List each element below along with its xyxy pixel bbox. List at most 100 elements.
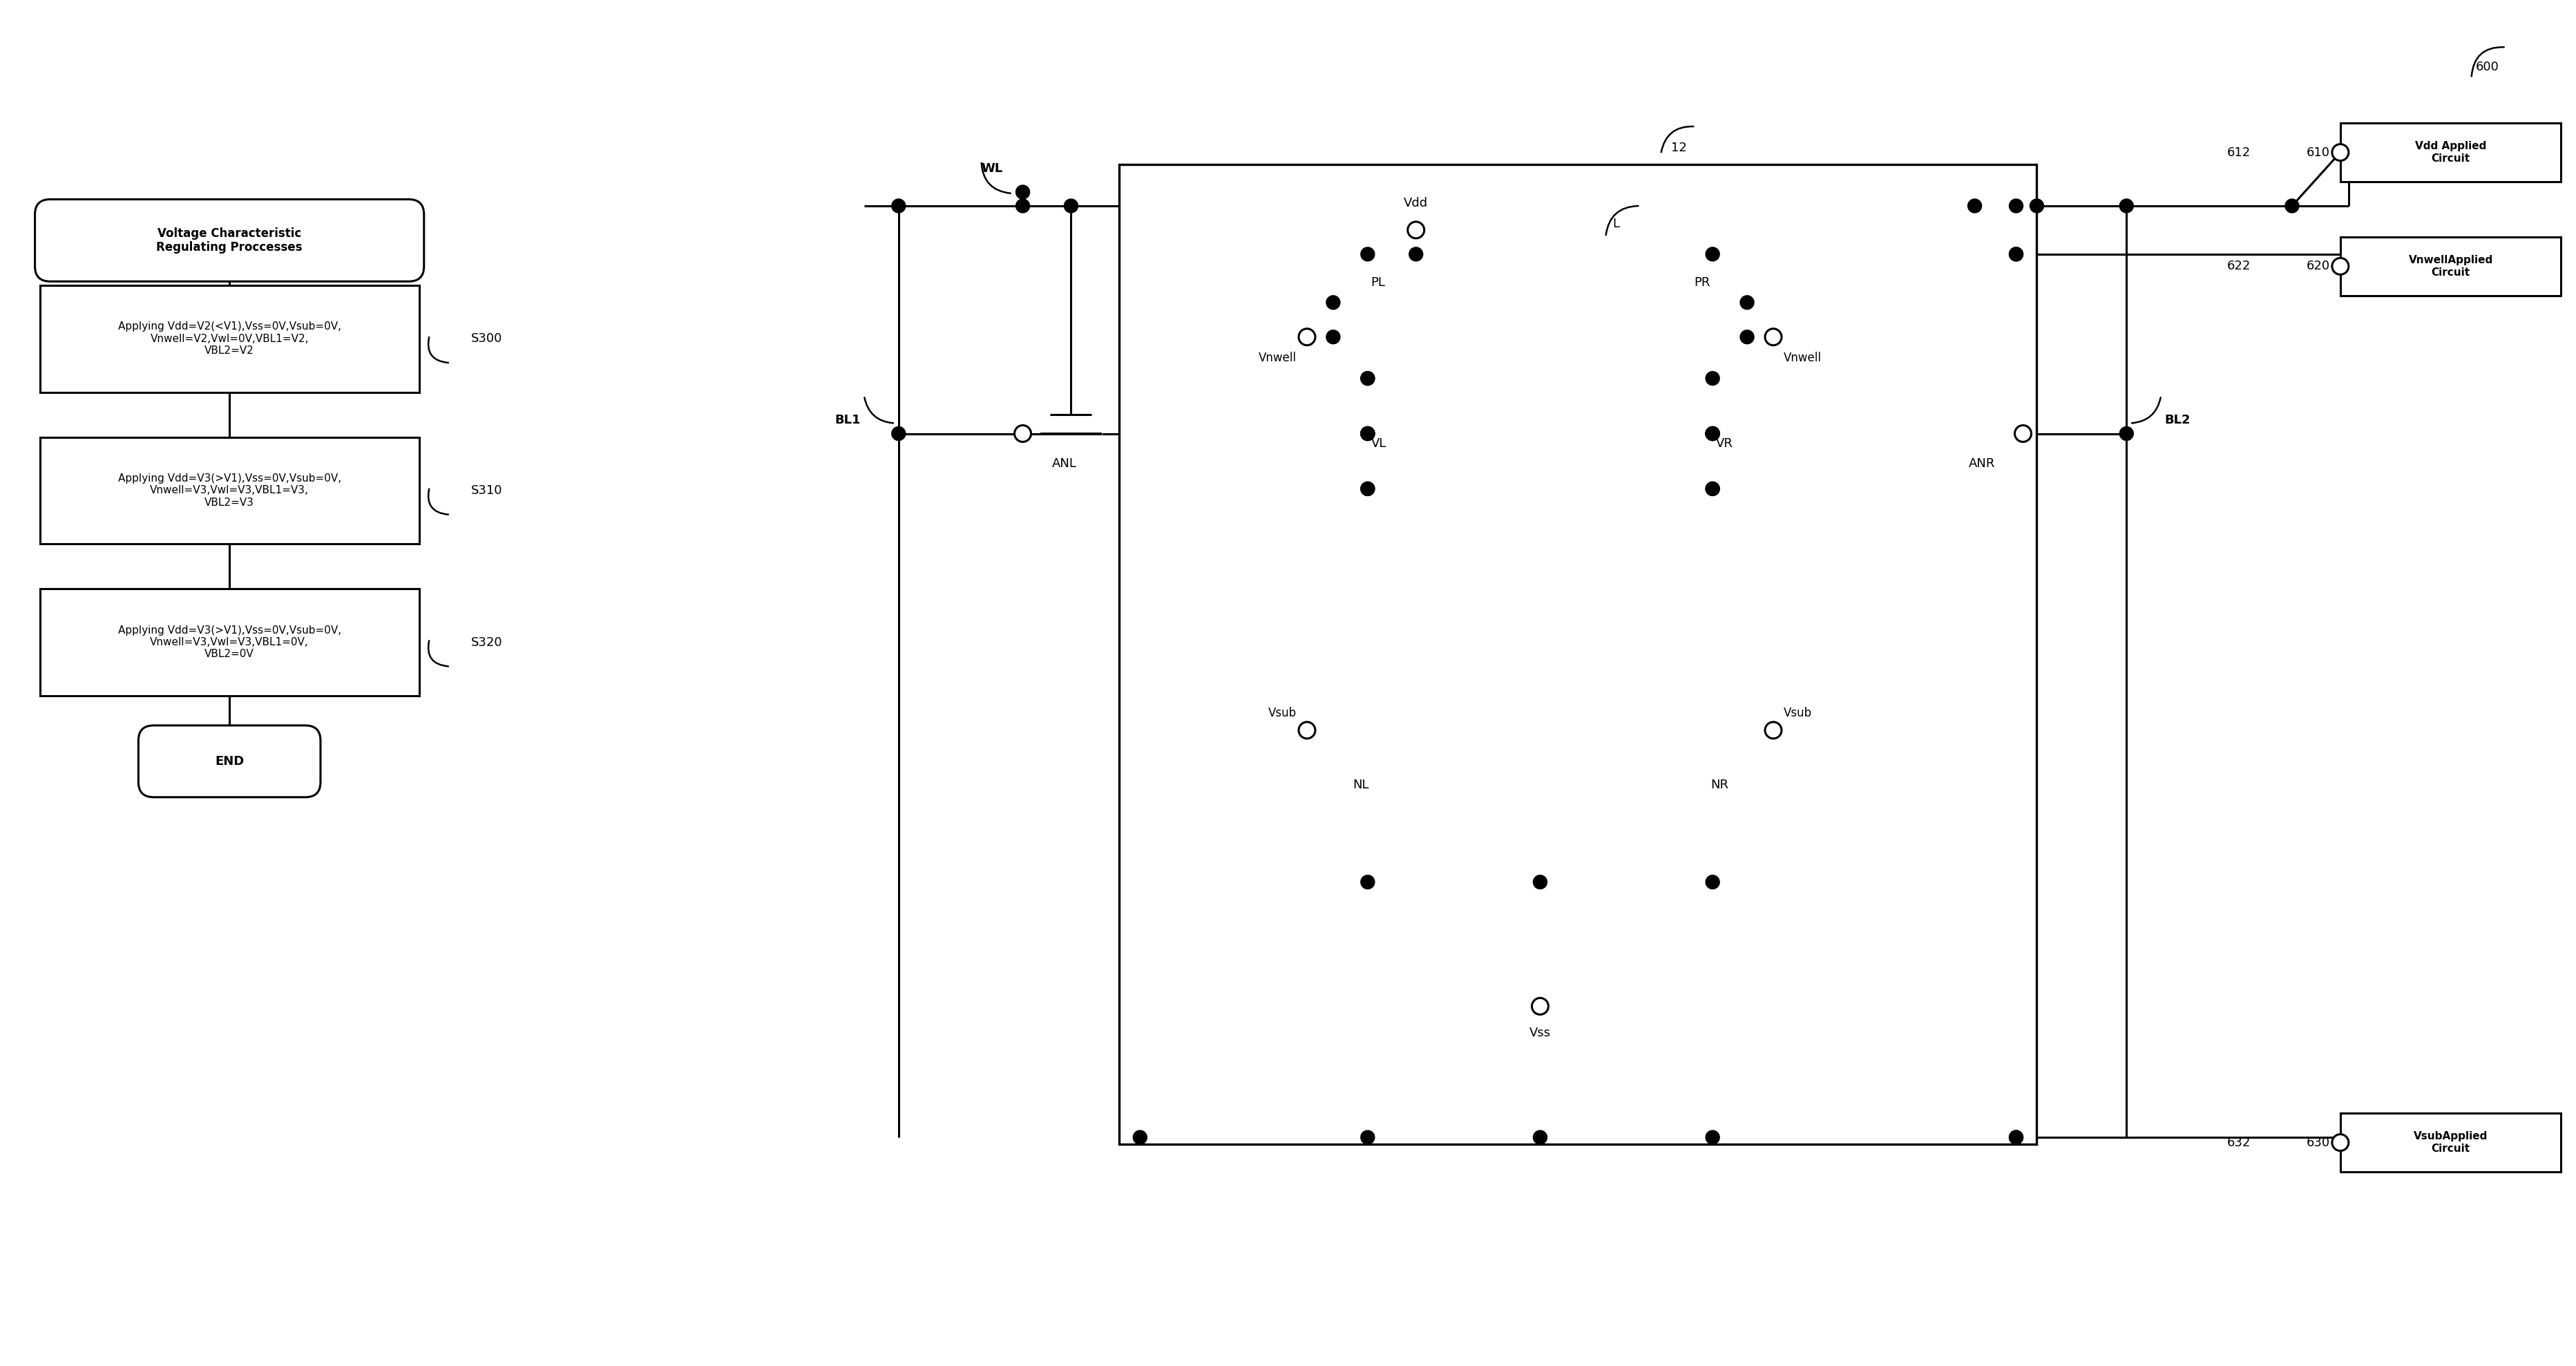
Circle shape — [1739, 331, 1754, 344]
Circle shape — [891, 199, 904, 213]
Text: Vnwell: Vnwell — [1257, 351, 1296, 363]
Text: 612: 612 — [2226, 146, 2249, 158]
Text: 632: 632 — [2226, 1137, 2249, 1149]
Text: Vnwell: Vnwell — [1783, 351, 1821, 363]
Circle shape — [2285, 199, 2298, 213]
Bar — [2339, 1113, 2561, 1172]
Text: BL1: BL1 — [835, 414, 860, 426]
Text: Vdd: Vdd — [1404, 197, 1427, 209]
Text: Vdd Applied
Circuit: Vdd Applied Circuit — [2414, 141, 2486, 164]
Text: Vsub: Vsub — [1267, 706, 1296, 720]
Text: END: END — [214, 755, 245, 768]
Circle shape — [1739, 295, 1754, 309]
Circle shape — [2331, 258, 2347, 275]
Circle shape — [2120, 426, 2133, 440]
Text: Vsub: Vsub — [1783, 706, 1811, 720]
Circle shape — [2331, 145, 2347, 161]
Text: S310: S310 — [471, 485, 502, 497]
Circle shape — [1406, 221, 1425, 238]
Text: ANL: ANL — [1051, 458, 1077, 470]
Circle shape — [1705, 426, 1718, 440]
Circle shape — [2120, 199, 2133, 213]
Circle shape — [2331, 1134, 2347, 1150]
Text: S320: S320 — [471, 637, 502, 649]
Circle shape — [1705, 372, 1718, 385]
Circle shape — [1968, 199, 1981, 213]
Circle shape — [2014, 425, 2030, 441]
Circle shape — [1360, 1131, 1373, 1145]
Circle shape — [2009, 247, 2022, 261]
Bar — [39, 589, 420, 695]
Circle shape — [1327, 331, 1340, 344]
Text: NR: NR — [1710, 779, 1728, 791]
Circle shape — [1533, 1131, 1546, 1145]
Circle shape — [1705, 426, 1718, 440]
Text: VR: VR — [1716, 437, 1734, 449]
Text: VL: VL — [1370, 437, 1386, 449]
Circle shape — [1705, 426, 1718, 440]
Circle shape — [1705, 482, 1718, 496]
Circle shape — [1360, 876, 1373, 889]
Text: 630: 630 — [2306, 1137, 2329, 1149]
Circle shape — [891, 426, 904, 440]
Bar — [39, 437, 420, 544]
Text: PR: PR — [1692, 276, 1710, 288]
Text: WL: WL — [981, 163, 1002, 175]
Circle shape — [1705, 876, 1718, 889]
Text: Voltage Characteristic
Regulating Proccesses: Voltage Characteristic Regulating Procce… — [157, 227, 301, 254]
Circle shape — [1298, 329, 1314, 346]
Bar — [39, 285, 420, 392]
Text: 600: 600 — [2476, 61, 2499, 74]
Circle shape — [1360, 426, 1373, 440]
Circle shape — [2009, 247, 2022, 261]
Circle shape — [1360, 426, 1373, 440]
Circle shape — [2030, 199, 2043, 213]
Circle shape — [1360, 426, 1373, 440]
Text: PL: PL — [1370, 276, 1386, 288]
Circle shape — [1765, 723, 1780, 739]
Circle shape — [1705, 482, 1718, 496]
Text: L: L — [1613, 217, 1620, 229]
Text: 610: 610 — [2306, 146, 2329, 158]
Text: NL: NL — [1352, 779, 1368, 791]
Circle shape — [1533, 876, 1546, 889]
Text: Vss: Vss — [1530, 1027, 1551, 1040]
Circle shape — [1360, 247, 1373, 261]
Text: 622: 622 — [2226, 260, 2249, 272]
Circle shape — [1705, 247, 1718, 261]
Circle shape — [1015, 186, 1030, 199]
Circle shape — [1765, 329, 1780, 346]
Circle shape — [1360, 482, 1373, 496]
Circle shape — [2009, 1131, 2022, 1145]
Circle shape — [1064, 199, 1077, 213]
Circle shape — [1360, 426, 1373, 440]
Circle shape — [1705, 426, 1718, 440]
Text: VsubApplied
Circuit: VsubApplied Circuit — [2414, 1131, 2488, 1154]
Circle shape — [1705, 1131, 1718, 1145]
Text: Applying Vdd=V3(>V1),Vss=0V,Vsub=0V,
Vnwell=V3,Vwl=V3,VBL1=0V,
VBL2=0V: Applying Vdd=V3(>V1),Vss=0V,Vsub=0V, Vnw… — [118, 626, 340, 660]
Bar — [2339, 236, 2561, 295]
Circle shape — [1360, 372, 1373, 385]
Circle shape — [1409, 247, 1422, 261]
Text: BL2: BL2 — [2164, 414, 2190, 426]
FancyBboxPatch shape — [36, 199, 425, 281]
FancyBboxPatch shape — [139, 725, 319, 798]
Text: VnwellApplied
Circuit: VnwellApplied Circuit — [2409, 255, 2491, 277]
Circle shape — [1360, 372, 1373, 385]
Text: Applying Vdd=V3(>V1),Vss=0V,Vsub=0V,
Vnwell=V3,Vwl=V3,VBL1=V3,
VBL2=V3: Applying Vdd=V3(>V1),Vss=0V,Vsub=0V, Vnw… — [118, 473, 340, 508]
Bar — [2339, 123, 2561, 182]
Circle shape — [1360, 482, 1373, 496]
Circle shape — [1327, 295, 1340, 309]
Text: Applying Vdd=V2(<V1),Vss=0V,Vsub=0V,
Vnwell=V2,Vwl=0V,VBL1=V2,
VBL2=V2: Applying Vdd=V2(<V1),Vss=0V,Vsub=0V, Vnw… — [118, 321, 340, 357]
Text: 620: 620 — [2306, 260, 2329, 272]
Bar — [1118, 164, 2035, 1145]
Text: ANR: ANR — [1968, 458, 1994, 470]
Circle shape — [1133, 1131, 1146, 1145]
Circle shape — [1015, 425, 1030, 441]
Circle shape — [1533, 999, 1548, 1015]
Text: 12: 12 — [1672, 142, 1687, 154]
Circle shape — [2009, 199, 2022, 213]
Text: S300: S300 — [471, 332, 502, 346]
Circle shape — [1015, 199, 1030, 213]
Circle shape — [1298, 723, 1314, 739]
